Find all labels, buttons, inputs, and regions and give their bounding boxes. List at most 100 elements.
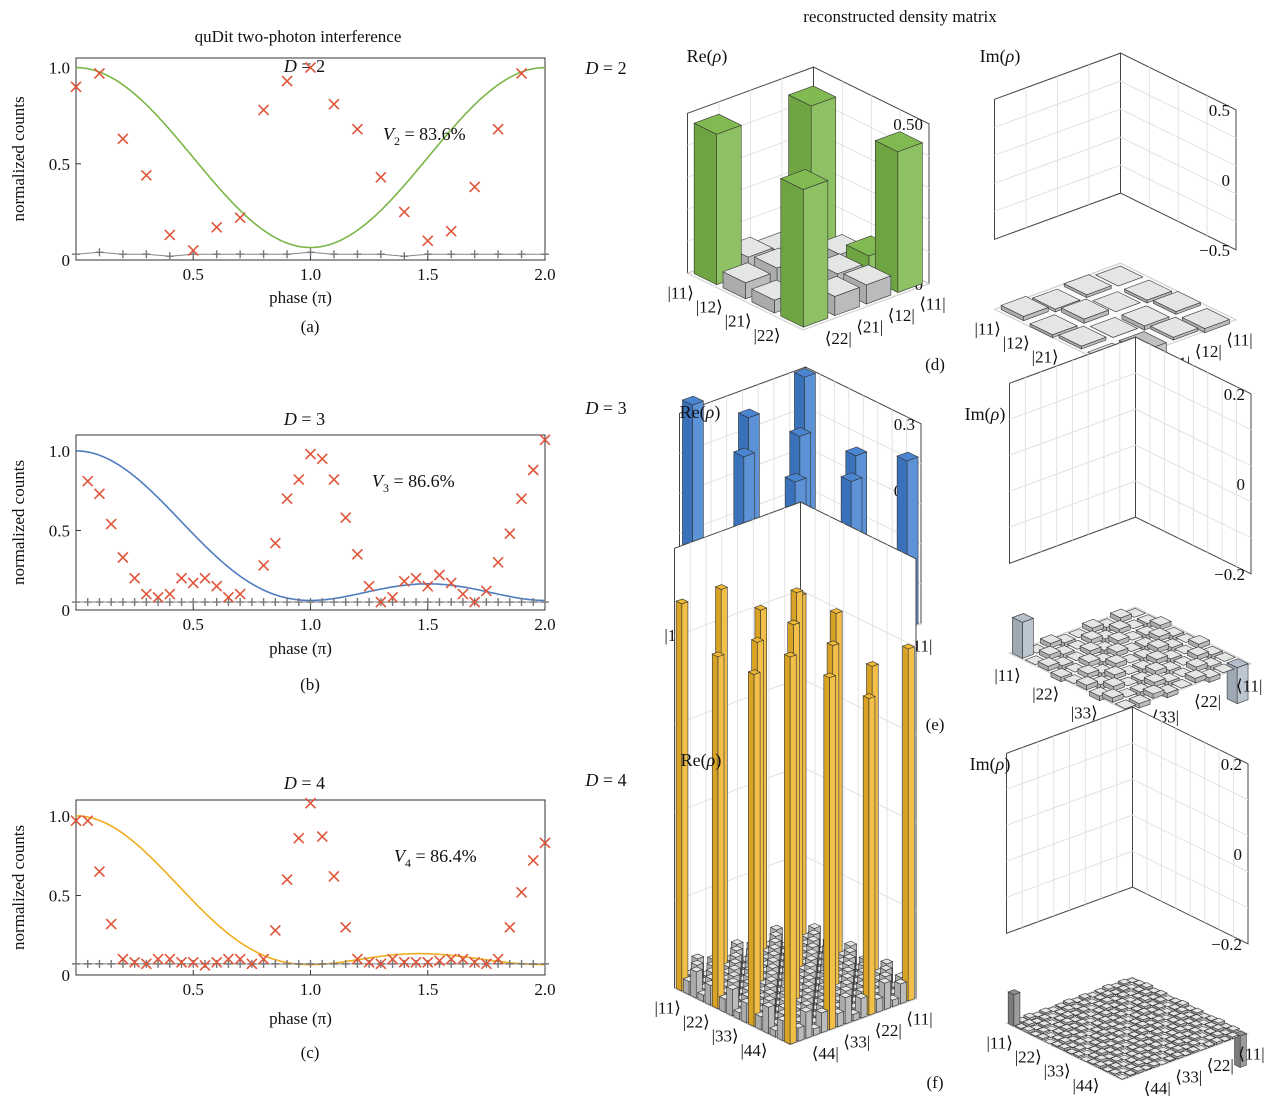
wall-grid bbox=[800, 677, 917, 736]
measured-point bbox=[211, 580, 223, 592]
title-var: D bbox=[283, 56, 297, 76]
measured-point bbox=[222, 953, 234, 965]
bar-face-top bbox=[1153, 1002, 1167, 1009]
bar-face-top bbox=[1076, 1005, 1091, 1012]
bar-face-top bbox=[1119, 653, 1142, 664]
bar-face-top bbox=[878, 977, 892, 984]
matrix-bar bbox=[1137, 1008, 1151, 1017]
background-point bbox=[294, 959, 303, 968]
bar-face-top bbox=[1187, 1033, 1202, 1040]
bar-face-top bbox=[1213, 652, 1236, 662]
bar-face-top bbox=[784, 472, 807, 483]
bar-face-top bbox=[1099, 1003, 1114, 1009]
matrix-bar bbox=[1134, 1040, 1148, 1049]
bar-face-top bbox=[793, 368, 817, 378]
title-var: D bbox=[283, 409, 297, 429]
bar-face-top bbox=[1142, 1032, 1156, 1039]
bar-face-top bbox=[1098, 1016, 1112, 1022]
measured-point bbox=[175, 956, 188, 968]
matrix-bar bbox=[799, 1006, 813, 1040]
matrix-bar bbox=[1076, 1005, 1091, 1014]
bar-face-top bbox=[1050, 667, 1073, 678]
measured-point bbox=[129, 956, 141, 968]
bar-face-top bbox=[1097, 1028, 1111, 1035]
matrix-bar bbox=[1185, 657, 1208, 673]
bar-face-right bbox=[862, 695, 870, 1016]
background-point bbox=[541, 959, 549, 968]
background-point bbox=[494, 598, 503, 607]
wall-grid bbox=[994, 164, 1121, 212]
measured-point bbox=[140, 588, 152, 600]
matrix-title-fn: Im( bbox=[970, 754, 996, 775]
bar-face-top bbox=[1145, 650, 1169, 661]
bar-face-top bbox=[790, 587, 804, 594]
measured-point bbox=[398, 206, 410, 218]
measured-point bbox=[246, 958, 258, 970]
x-tick-label: 0.5 bbox=[183, 980, 204, 999]
bar-face-left bbox=[900, 981, 907, 1005]
bar-face-right bbox=[823, 674, 830, 1031]
bar-face-right bbox=[693, 122, 717, 286]
z-tick-label: −0.2 bbox=[1211, 935, 1242, 954]
matrix-bar bbox=[1007, 989, 1021, 1027]
matrix-title-close: ) bbox=[714, 402, 720, 423]
bar-face-top bbox=[1061, 1011, 1075, 1017]
measured-point bbox=[93, 866, 106, 878]
background-point bbox=[177, 959, 186, 968]
matrix-panel: −0.200.2|11⟩|22⟩|33⟩|44⟩⟨11|⟨22|⟨33|⟨44|… bbox=[970, 706, 1265, 1096]
background-point bbox=[283, 959, 292, 968]
annotation-var: V bbox=[372, 471, 385, 491]
background-point bbox=[142, 250, 151, 259]
matrix-title-close: ) bbox=[1004, 754, 1010, 775]
bar-face-top bbox=[1139, 982, 1154, 988]
bar-face-top bbox=[1077, 664, 1100, 675]
bar-face-top bbox=[829, 608, 843, 614]
bar-face-top bbox=[767, 950, 781, 957]
bar-face-top bbox=[1075, 676, 1099, 686]
bar-face-top bbox=[1109, 1055, 1124, 1062]
background-point bbox=[130, 598, 139, 607]
measured-point bbox=[293, 473, 305, 486]
matrix-bar bbox=[1050, 667, 1073, 683]
matrix-bar bbox=[1058, 325, 1107, 350]
row-label: |22⟩ bbox=[754, 326, 781, 345]
measured-point bbox=[398, 575, 410, 587]
row-label: |33⟩ bbox=[1044, 1062, 1071, 1081]
bar-face-top bbox=[1204, 1015, 1219, 1022]
annotation-var: V bbox=[383, 124, 396, 144]
col-label: ⟨11| bbox=[1236, 677, 1262, 696]
measured-point bbox=[199, 572, 211, 584]
matrix-bar bbox=[1186, 1046, 1200, 1054]
matrix-bar bbox=[1038, 1007, 1053, 1016]
bar-face-top bbox=[1114, 1010, 1128, 1017]
matrix-title: Re(ρ) bbox=[680, 402, 721, 423]
bar-face-top bbox=[844, 940, 858, 947]
y-tick-label: 0.5 bbox=[49, 886, 70, 905]
background-point bbox=[458, 598, 467, 607]
matrix-title-close: ) bbox=[1014, 46, 1020, 67]
bar-face-top bbox=[1075, 1018, 1089, 1025]
wall-grid bbox=[1009, 480, 1136, 528]
axes-frame bbox=[75, 799, 546, 976]
matrix-bar bbox=[1174, 1019, 1188, 1028]
matrix-bar bbox=[783, 651, 797, 1045]
matrix-bar bbox=[901, 643, 916, 1002]
row-label: |33⟩ bbox=[712, 1027, 739, 1046]
matrix-bar bbox=[1108, 1068, 1122, 1077]
bar-face-top bbox=[874, 131, 924, 153]
matrix-bar bbox=[1022, 1019, 1036, 1028]
bar-face-top bbox=[1115, 1004, 1129, 1011]
background-point bbox=[517, 598, 526, 607]
bar-face-right bbox=[740, 999, 748, 1024]
bar-face-top bbox=[838, 992, 853, 999]
wall-grid bbox=[674, 853, 801, 901]
bar-face-left bbox=[907, 646, 915, 1002]
y-axis-label: normalized counts bbox=[9, 825, 28, 950]
dimension-rest: = 4 bbox=[598, 770, 626, 790]
bar-face-top bbox=[1113, 1023, 1127, 1030]
bar-face-right bbox=[776, 1017, 784, 1042]
matrix-bar bbox=[1187, 635, 1211, 650]
bar-face-top bbox=[711, 651, 725, 658]
col-label: ⟨22| bbox=[875, 1021, 902, 1040]
bar-face-top bbox=[1225, 1031, 1240, 1038]
